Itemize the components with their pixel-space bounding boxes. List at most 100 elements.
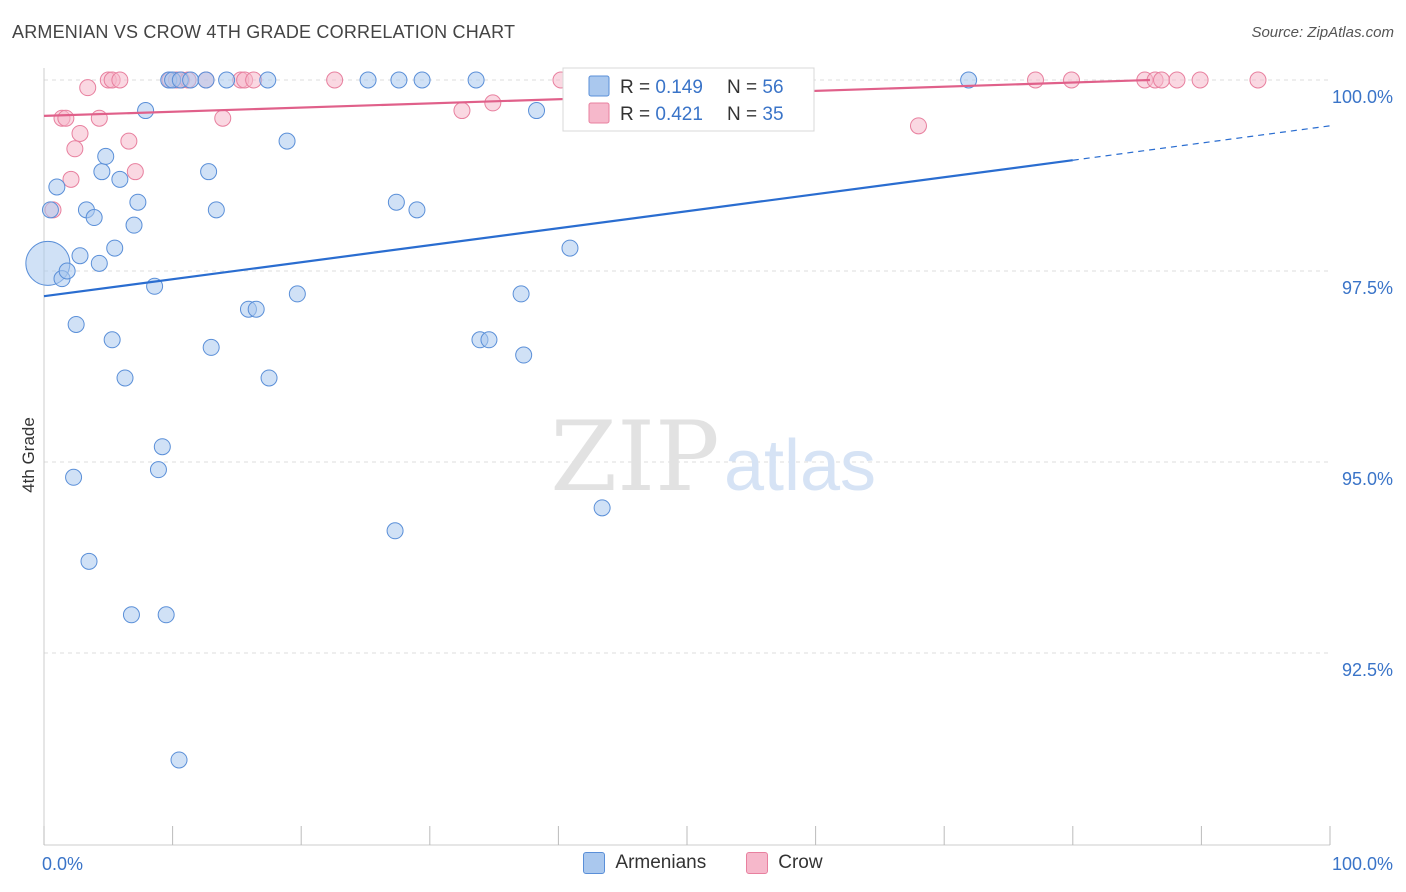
- armenians-point-52: [515, 346, 533, 364]
- crow-point-23: [453, 102, 471, 120]
- armenians-point-24: [153, 438, 171, 456]
- trendline-armenians: [43, 159, 1073, 298]
- legend-label-crow: Crow: [778, 852, 823, 873]
- armenians-point-11: [90, 254, 108, 272]
- armenians-point-54: [561, 239, 579, 257]
- chart-title: ARMENIAN VS CROW 4TH GRADE CORRELATION C…: [12, 22, 516, 42]
- legend-label-armenians: Armenians: [615, 852, 707, 873]
- x-tick-labels: 0.0% 100.0%: [42, 854, 1393, 874]
- legend-n-value-crow: 35: [762, 104, 783, 125]
- gridlines: [44, 79, 1330, 654]
- y-tick-label-2: 95.0%: [1342, 469, 1393, 489]
- armenians-point-12: [93, 163, 111, 181]
- armenians-point-55: [593, 499, 611, 517]
- legend-n-label-armenians: N =: [727, 77, 762, 98]
- series-legend: Armenians Crow: [0, 852, 1406, 874]
- axes: [43, 68, 1331, 846]
- armenians-point-44: [387, 193, 405, 211]
- armenians-point-48: [467, 71, 485, 89]
- armenians-point-51: [512, 285, 530, 303]
- crow-point-21: [245, 71, 263, 89]
- armenians-point-47: [413, 71, 431, 89]
- armenians-point-40: [278, 132, 296, 150]
- legend-r-value-armenians: 0.149: [655, 77, 703, 98]
- crow-point-26: [909, 117, 927, 135]
- armenians-point-14: [103, 331, 121, 349]
- armenians-point-45: [390, 71, 408, 89]
- armenians-point-33: [202, 338, 220, 356]
- crow-point-2: [57, 109, 75, 127]
- armenians-point-43: [386, 522, 404, 540]
- armenians-point-6: [67, 315, 85, 333]
- series-armenians: [25, 71, 978, 769]
- armenians-point-28: [170, 751, 188, 769]
- armenians-point-32: [200, 163, 218, 181]
- armenians-point-25: [157, 606, 175, 624]
- armenians-point-31: [197, 71, 215, 89]
- armenians-point-10: [85, 209, 103, 227]
- armenians-point-37: [247, 300, 265, 318]
- armenians-point-17: [116, 369, 134, 387]
- legend-swatch-armenians-bottom: [583, 852, 606, 874]
- crow-point-34: [1249, 71, 1267, 89]
- legend-r-label-armenians: R =: [620, 77, 655, 98]
- armenians-point-50: [480, 331, 498, 349]
- armenians-point-4: [58, 262, 76, 280]
- armenians-point-56: [960, 71, 978, 89]
- armenians-point-2: [48, 178, 66, 196]
- armenians-point-9: [80, 552, 98, 570]
- armenians-point-5: [65, 468, 83, 486]
- y-tick-label-0: 100.0%: [1332, 87, 1393, 107]
- armenians-point-21: [137, 102, 155, 120]
- crow-point-32: [1168, 71, 1186, 89]
- svg-text:R = 0.149: R = 0.149: [620, 77, 703, 98]
- crow-point-11: [120, 132, 138, 150]
- armenians-point-20: [129, 193, 147, 211]
- legend-n-label-crow: N =: [727, 104, 762, 125]
- watermark-atlas: atlas: [724, 426, 876, 506]
- crow-point-33: [1191, 71, 1209, 89]
- legend-r-label-crow: R =: [620, 104, 655, 125]
- crow-point-10: [111, 71, 129, 89]
- svg-text:R = 0.421: R = 0.421: [620, 104, 703, 125]
- armenians-point-1: [41, 201, 59, 219]
- source-label[interactable]: Source: ZipAtlas.com: [1251, 24, 1394, 41]
- legend-n-value-armenians: 56: [762, 77, 783, 98]
- y-axis-title: 4th Grade: [19, 417, 38, 493]
- armenians-point-38: [259, 71, 277, 89]
- armenians-point-13: [97, 147, 115, 165]
- legend-swatch-armenians: [588, 75, 610, 97]
- trendline-armenians-extension: [1072, 125, 1331, 161]
- legend-r-value-crow: 0.421: [655, 104, 703, 125]
- crow-point-4: [66, 140, 84, 158]
- armenians-point-16: [111, 170, 129, 188]
- watermark: ZIP atlas: [550, 401, 876, 513]
- crow-point-7: [90, 109, 108, 127]
- armenians-point-39: [260, 369, 278, 387]
- armenians-point-23: [149, 461, 167, 479]
- y-tick-labels: 100.0% 97.5% 95.0% 92.5%: [1332, 87, 1393, 680]
- crow-point-27: [1027, 71, 1045, 89]
- correlation-legend: R = 0.149 N = 56 R = 0.421 N = 35: [562, 67, 815, 132]
- legend-swatch-crow-bottom: [746, 852, 769, 874]
- y-tick-label-3: 92.5%: [1342, 660, 1393, 680]
- armenians-point-34: [207, 201, 225, 219]
- crow-point-24: [484, 94, 502, 112]
- crow-point-28: [1063, 71, 1081, 89]
- crow-point-18: [214, 109, 232, 127]
- armenians-point-15: [106, 239, 124, 257]
- crow-point-5: [71, 124, 89, 142]
- armenians-point-19: [125, 216, 143, 234]
- legend-item-crow[interactable]: Crow: [746, 852, 823, 874]
- legend-item-armenians[interactable]: Armenians: [583, 852, 706, 874]
- crow-point-31: [1153, 71, 1171, 89]
- armenians-point-18: [122, 606, 140, 624]
- watermark-zip: ZIP: [550, 401, 719, 513]
- armenians-point-42: [359, 71, 377, 89]
- y-tick-label-1: 97.5%: [1342, 278, 1393, 298]
- x-tick-label-0: 0.0%: [42, 854, 83, 874]
- armenians-point-7: [71, 247, 89, 265]
- crow-point-12: [126, 163, 144, 181]
- legend-swatch-crow: [588, 102, 610, 124]
